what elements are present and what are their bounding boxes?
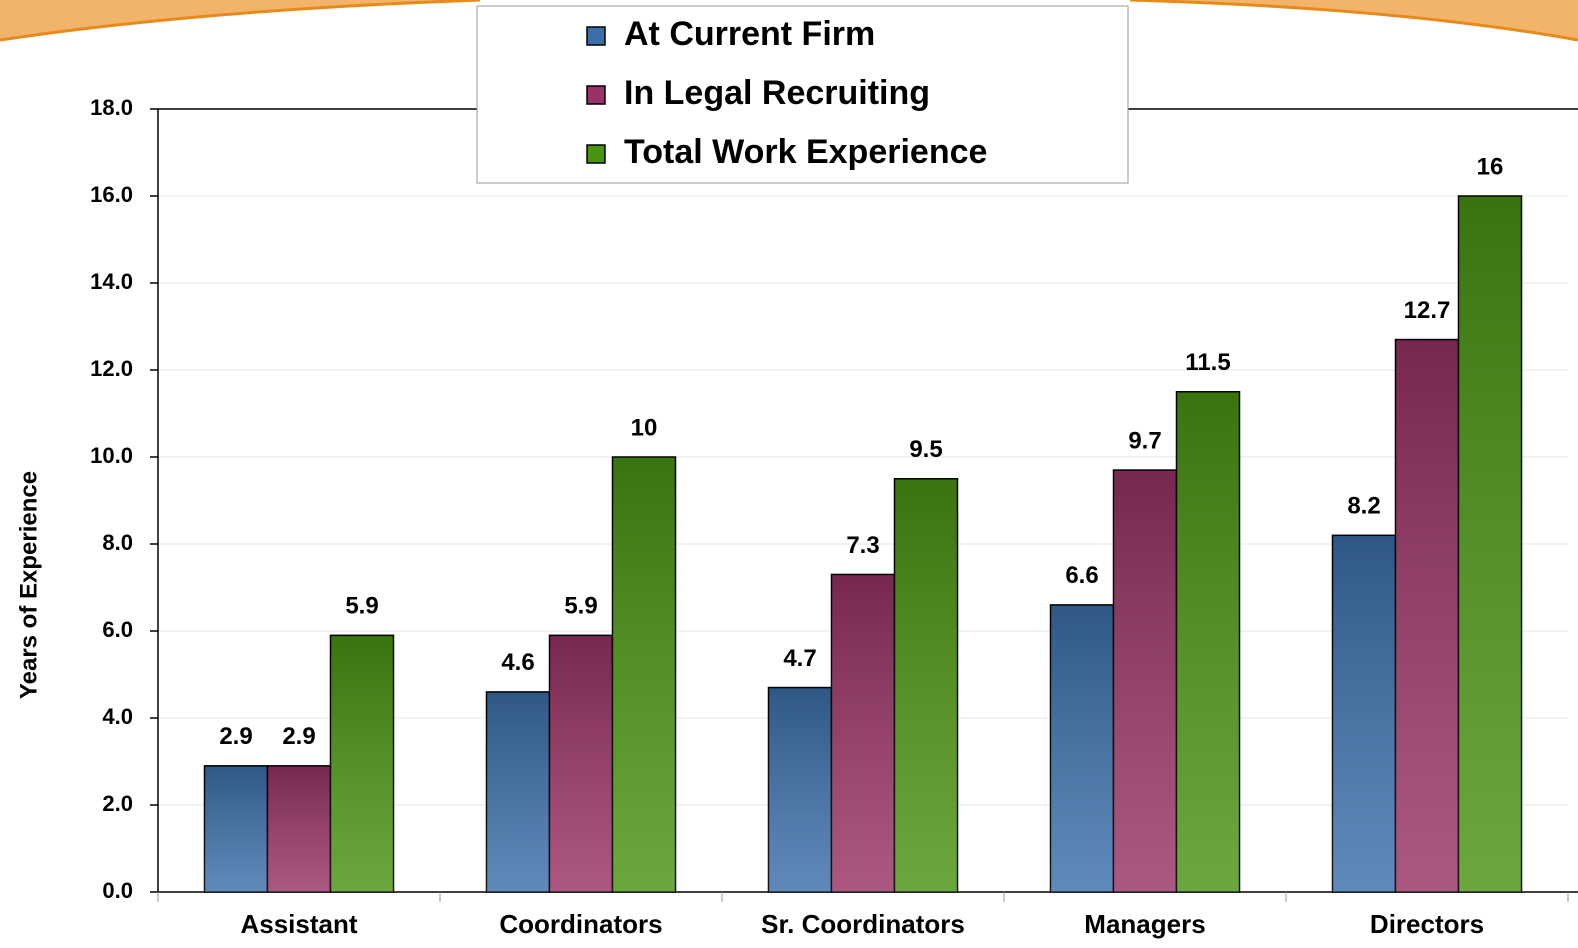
y-tick-label: 16.0 [90, 182, 133, 207]
data-label: 6.6 [1065, 562, 1098, 589]
legend-box [476, 5, 1129, 184]
data-label: 2.9 [282, 723, 315, 750]
bar [1175, 391, 1241, 893]
bar [1049, 604, 1115, 893]
legend-label: At Current Firm [624, 15, 875, 53]
y-tick-label: 14.0 [90, 269, 133, 294]
bar [203, 765, 269, 893]
data-label: 9.5 [909, 436, 942, 463]
y-tick-label: 18.0 [90, 95, 133, 120]
data-label: 4.7 [783, 645, 816, 672]
bar [548, 634, 614, 893]
legend-swatch [586, 85, 606, 105]
y-tick-label: 8.0 [102, 530, 133, 555]
legend-label: In Legal Recruiting [624, 74, 930, 112]
x-tick-label: Coordinators [499, 909, 662, 939]
data-label: 9.7 [1128, 427, 1161, 454]
y-axis-title: Years of Experience [15, 471, 42, 699]
data-label: 4.6 [501, 649, 534, 676]
corner-decoration [0, 0, 481, 42]
bar [611, 456, 677, 893]
bar [1457, 195, 1523, 893]
data-label: 16 [1477, 153, 1504, 180]
bar [485, 691, 551, 893]
data-label: 8.2 [1347, 493, 1380, 520]
x-tick-label: Managers [1084, 909, 1205, 939]
bar [1394, 338, 1460, 893]
data-label: 11.5 [1185, 349, 1230, 376]
y-tick-label: 10.0 [90, 443, 133, 468]
y-tick-label: 4.0 [102, 704, 133, 729]
data-label: 12.7 [1404, 297, 1451, 324]
data-label: 2.9 [219, 723, 252, 750]
bar [1112, 469, 1178, 893]
bar [329, 634, 395, 893]
y-tick-label: 0.0 [102, 878, 133, 903]
corner-decoration [0, 0, 480, 40]
bar [893, 478, 959, 893]
y-tick-label: 2.0 [102, 791, 133, 816]
data-label: 5.9 [345, 593, 378, 620]
corner-decoration [1129, 0, 1578, 42]
data-label: 7.3 [846, 532, 879, 559]
x-tick-label: Directors [1370, 909, 1484, 939]
legend-label: Total Work Experience [624, 133, 987, 171]
data-label: 5.9 [564, 593, 597, 620]
y-tick-label: 6.0 [102, 617, 133, 642]
corner-decoration [1130, 0, 1578, 40]
legend-swatch [586, 144, 606, 164]
data-label: 10 [631, 414, 658, 441]
x-tick-label: Sr. Coordinators [761, 909, 965, 939]
y-tick-label: 12.0 [90, 356, 133, 381]
bar [266, 765, 332, 893]
bar [1331, 534, 1397, 893]
bar [830, 573, 896, 893]
legend-swatch [586, 26, 606, 46]
bar [767, 686, 833, 893]
x-tick-label: Assistant [240, 909, 357, 939]
